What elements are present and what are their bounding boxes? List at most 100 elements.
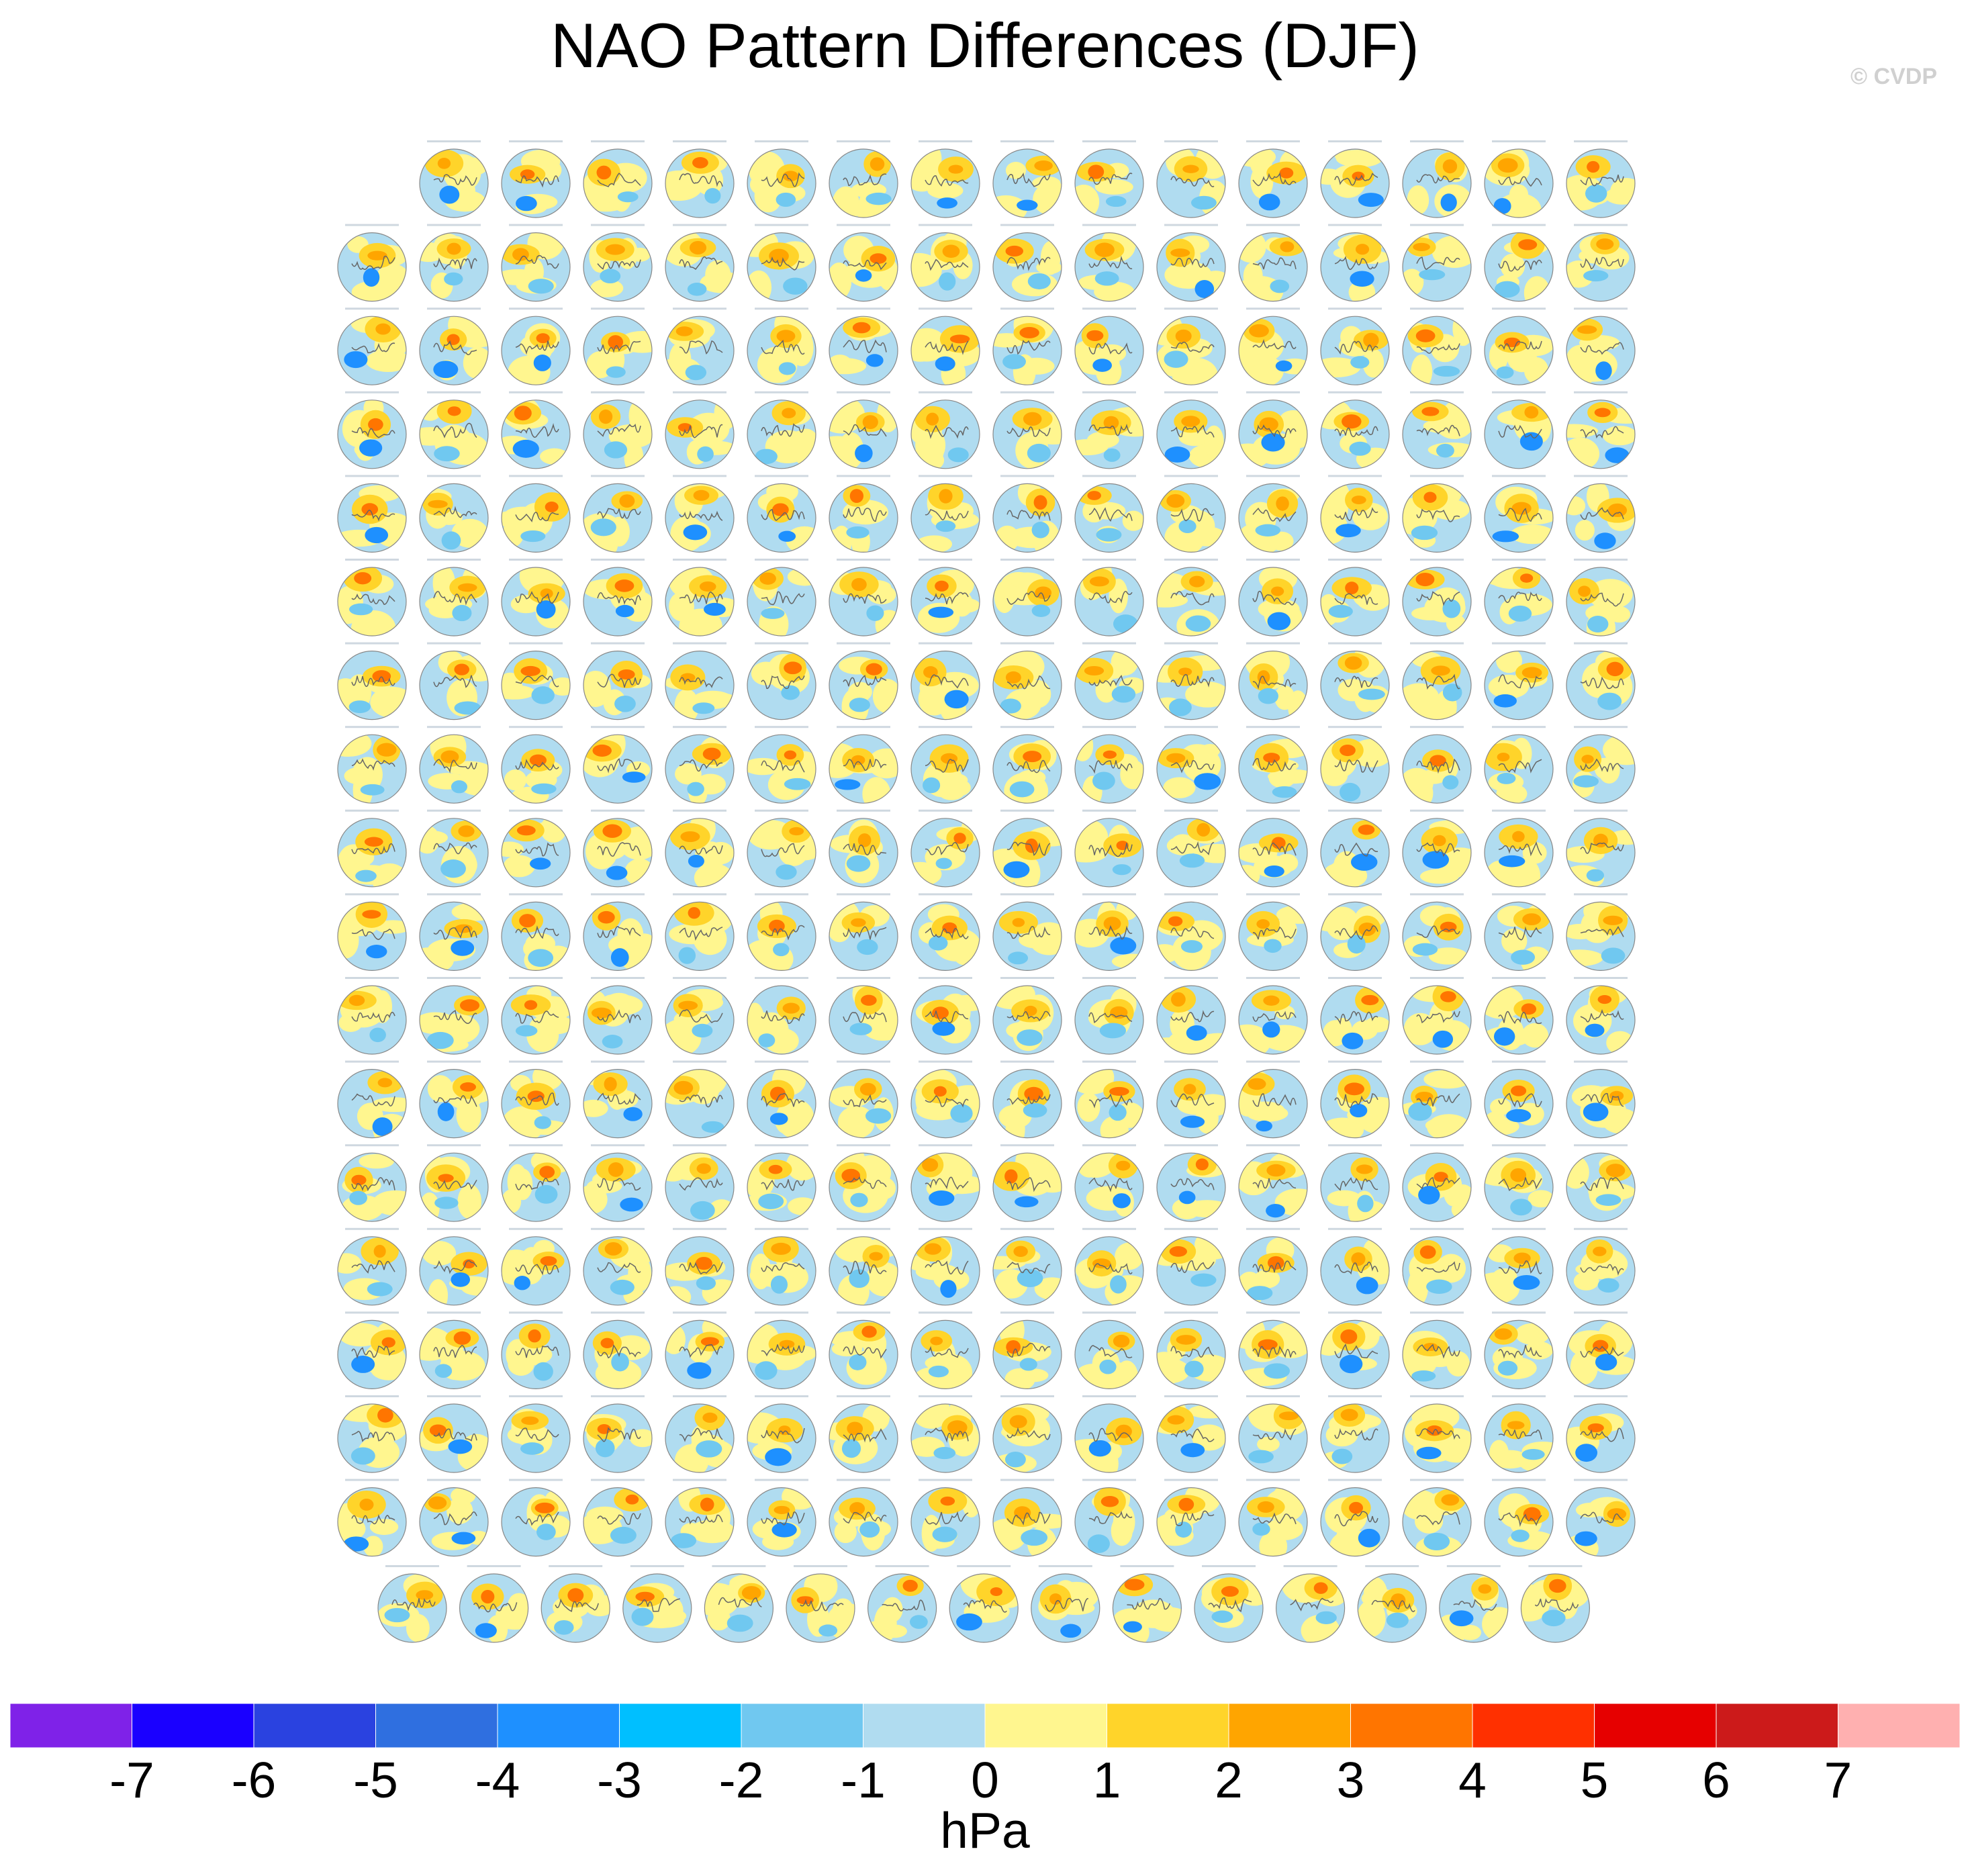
- panel-title-strip: [427, 224, 481, 226]
- map-border: [747, 567, 816, 637]
- field-blob: [1570, 1350, 1598, 1385]
- field-blob: [554, 1620, 574, 1635]
- coastline: [1580, 842, 1624, 854]
- panel-title-strip: [1082, 391, 1136, 393]
- field-blob: [1157, 1352, 1183, 1387]
- field-blob: [1098, 344, 1127, 363]
- map-border: [1484, 650, 1554, 720]
- colorbar-box: [497, 1703, 620, 1748]
- field-blob: [1060, 1624, 1082, 1638]
- map-panel: [501, 308, 571, 385]
- field-blob: [528, 279, 554, 294]
- field-blob: [1169, 1246, 1187, 1257]
- panel-title-strip: [673, 224, 726, 226]
- panel-title-strip: [509, 726, 563, 729]
- field-blob: [631, 1607, 654, 1626]
- map-border: [501, 483, 571, 553]
- panel-grid: [337, 140, 1636, 1643]
- panel-title-strip: [345, 977, 399, 979]
- field-blob: [1521, 1003, 1537, 1015]
- field-blob: [1178, 519, 1197, 534]
- map-field: [1566, 232, 1635, 301]
- panel-title-strip: [673, 1144, 726, 1147]
- panel-title-strip: [837, 1060, 890, 1063]
- field-blob: [1163, 777, 1196, 798]
- map-field: [1075, 1153, 1143, 1222]
- field-blob: [460, 1082, 476, 1092]
- map-border: [910, 483, 980, 553]
- map-border: [1238, 650, 1308, 720]
- field-blob: [1099, 1359, 1117, 1374]
- panel-title-strip: [509, 475, 563, 477]
- map-border: [1320, 148, 1390, 218]
- colorbar-label: hPa: [940, 1802, 1030, 1859]
- map-field: [1239, 400, 1307, 469]
- field-blob: [1168, 916, 1183, 927]
- panel-title-strip: [673, 559, 726, 561]
- map-panel: [583, 1395, 653, 1473]
- map-panel: [1484, 224, 1554, 302]
- field-blob: [1593, 1246, 1607, 1256]
- panel-title-strip: [427, 977, 481, 979]
- map-border: [910, 316, 980, 385]
- panel-title-strip: [1574, 1227, 1628, 1230]
- coastline: [1580, 426, 1624, 439]
- map-panel: [337, 559, 407, 637]
- field-blob: [359, 1154, 394, 1169]
- field-blob: [1258, 598, 1300, 620]
- field-blob: [1581, 755, 1594, 764]
- map-panel: [419, 726, 489, 804]
- map-border: [1566, 567, 1636, 637]
- coastline: [1498, 592, 1542, 604]
- field-blob: [536, 1523, 556, 1540]
- coastline: [1006, 759, 1051, 773]
- field-blob: [1019, 327, 1039, 338]
- map-border: [1566, 985, 1636, 1055]
- coastline: [1088, 674, 1133, 688]
- field-blob: [348, 603, 373, 616]
- map-field: [1157, 1320, 1225, 1389]
- map-field: [1075, 902, 1143, 971]
- map-border: [337, 818, 407, 888]
- map-field: [993, 1487, 1062, 1556]
- map-border: [1320, 316, 1390, 385]
- coastline: [761, 423, 805, 437]
- field-blob: [368, 418, 383, 431]
- field-blob: [1004, 1451, 1026, 1468]
- field-blob: [1194, 843, 1225, 863]
- map-border: [1484, 148, 1554, 218]
- field-blob: [700, 1337, 719, 1346]
- map-border: [1074, 1487, 1144, 1557]
- field-blob: [583, 1099, 608, 1117]
- field-blob: [939, 272, 956, 291]
- field-blob: [1115, 1242, 1143, 1270]
- field-blob: [1340, 782, 1361, 802]
- panel-title-strip: [509, 1479, 563, 1481]
- field-blob: [1510, 1199, 1532, 1216]
- field-blob: [1182, 165, 1199, 173]
- map-border: [992, 1319, 1062, 1390]
- map-panel: [992, 1227, 1062, 1306]
- field-blob: [1049, 1593, 1062, 1605]
- field-blob: [1123, 1621, 1142, 1633]
- map-border: [1484, 232, 1554, 302]
- map-panel: [419, 1060, 489, 1139]
- map-border: [1156, 818, 1226, 888]
- panel-title-strip: [591, 1479, 645, 1481]
- panel-title-strip: [1410, 977, 1464, 979]
- map-panel: [1074, 224, 1144, 302]
- field-blob: [533, 354, 551, 371]
- field-blob: [1361, 994, 1379, 1006]
- map-field: [420, 735, 488, 804]
- field-blob: [1327, 1190, 1361, 1207]
- field-blob: [351, 281, 397, 301]
- map-panel: [1156, 140, 1226, 218]
- map-field: [502, 902, 570, 971]
- coastline: [351, 758, 395, 771]
- panel-title-strip: [427, 1060, 481, 1063]
- panel-title-strip: [1000, 893, 1054, 896]
- map-border: [992, 232, 1062, 302]
- field-blob: [946, 779, 971, 796]
- colorbar-box: [1107, 1703, 1229, 1748]
- map-field: [1485, 986, 1553, 1054]
